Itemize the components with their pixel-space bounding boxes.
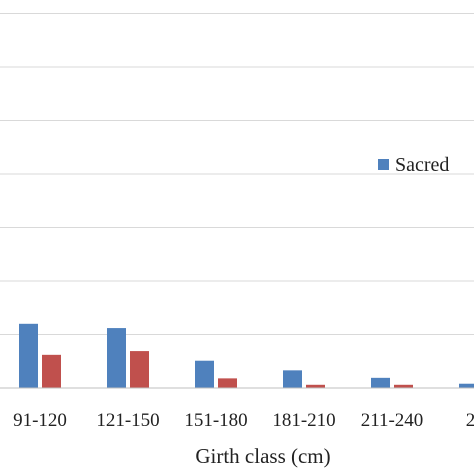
- x-tick-label: 121-150: [96, 410, 159, 431]
- bars: [19, 323, 474, 388]
- x-axis-title: Girth class (cm): [195, 444, 330, 468]
- bar-series1-241: [459, 383, 474, 388]
- x-tick-label: 181-210: [272, 410, 335, 431]
- bar-series1-91-120: [19, 323, 38, 388]
- bar-series2-151-180: [218, 378, 237, 388]
- bar-series2-181-210: [306, 384, 325, 388]
- gridlines: [0, 13, 474, 335]
- x-tick-label: 241: [466, 410, 474, 431]
- bar-series1-181-210: [283, 370, 302, 388]
- bar-series1-151-180: [195, 360, 214, 388]
- bar-series1-121-150: [107, 328, 126, 388]
- x-tick-label: 151-180: [184, 410, 247, 431]
- x-tick-labels: 91-120 121-150 151-180 181-210 211-240 241: [13, 410, 474, 431]
- bar-series2-211-240: [394, 384, 413, 388]
- legend-swatch-sacred: [378, 159, 389, 170]
- bar-series1-211-240: [371, 377, 390, 388]
- bar-series2-91-120: [42, 354, 61, 388]
- x-tick-label: 211-240: [361, 410, 424, 431]
- legend-label-sacred: Sacred: [395, 154, 449, 176]
- x-tick-label: 91-120: [13, 410, 67, 431]
- legend: Sacred: [378, 154, 449, 176]
- bar-series2-121-150: [130, 351, 149, 388]
